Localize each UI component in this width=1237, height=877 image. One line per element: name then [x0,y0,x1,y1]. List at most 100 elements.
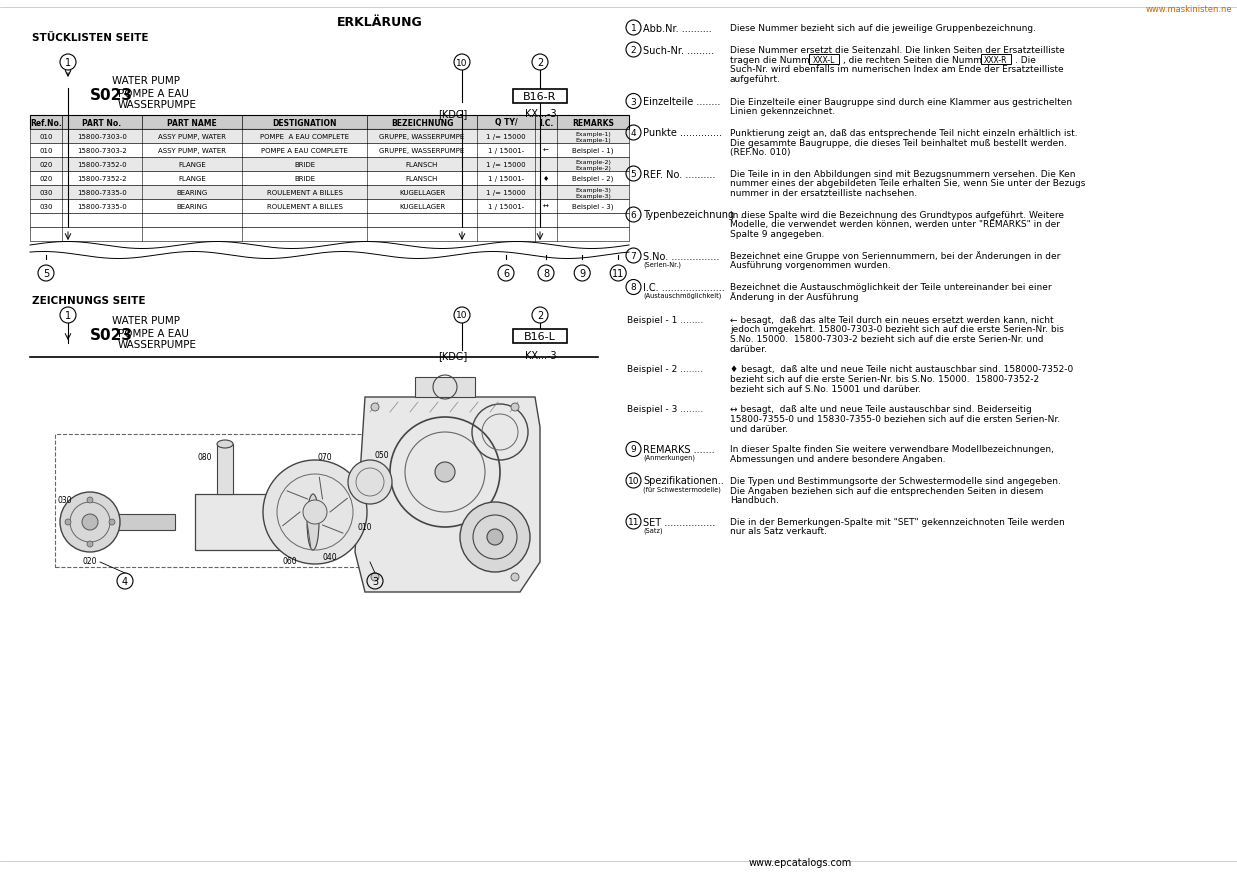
FancyBboxPatch shape [513,90,567,103]
Circle shape [348,460,392,504]
Text: 070: 070 [318,453,333,462]
Text: 2: 2 [631,46,636,55]
Text: 020: 020 [83,556,98,565]
Text: , die rechten Seiten die Nummern: , die rechten Seiten die Nummern [842,55,997,64]
Text: Beispiel - 2 ........: Beispiel - 2 ........ [627,365,703,374]
Text: Diese Nummer bezieht sich auf die jeweilige Gruppenbezeichnung.: Diese Nummer bezieht sich auf die jeweil… [730,24,1037,33]
Text: Punktierung zeigt an, daß das entsprechende Teil nicht einzeln erhältlich ist.: Punktierung zeigt an, daß das entspreche… [730,129,1077,138]
Text: BEARING: BEARING [177,203,208,210]
Text: Ausführung vorgenommen wurden.: Ausführung vorgenommen wurden. [730,261,891,270]
Circle shape [263,460,367,565]
Bar [30,186,628,200]
Bar [30,158,628,172]
Text: 1: 1 [64,310,71,321]
Text: Beispiel - 3): Beispiel - 3) [573,203,614,210]
Bar [30,200,628,214]
Circle shape [487,530,503,545]
Text: BRIDE: BRIDE [294,162,315,168]
Text: WASSERPUMPE: WASSERPUMPE [118,100,197,110]
Text: 15800-7335-0: 15800-7335-0 [77,189,127,196]
Text: 7: 7 [631,252,636,260]
Text: 15800-7303-2: 15800-7303-2 [77,148,127,153]
Text: ASSY PUMP, WATER: ASSY PUMP, WATER [158,148,226,153]
Text: Such-Nr. wird ebenfalls im numerischen Index am Ende der Ersatzteilliste: Such-Nr. wird ebenfalls im numerischen I… [730,65,1064,74]
Text: DESTIGNATION: DESTIGNATION [272,118,336,127]
Text: ROULEMENT A BILLES: ROULEMENT A BILLES [266,189,343,196]
Ellipse shape [216,440,233,448]
Text: In dieser Spalte finden Sie weitere verwendbare Modellbezeichnungen,: In dieser Spalte finden Sie weitere verw… [730,445,1054,454]
Circle shape [66,519,71,525]
Text: FLANSCH: FLANSCH [406,162,438,168]
Text: nummer in der ersatzteilliste nachsehen.: nummer in der ersatzteilliste nachsehen. [730,189,917,198]
Text: und darüber.: und darüber. [730,424,788,433]
Text: (Serien-Nr.): (Serien-Nr.) [643,261,682,267]
Text: REMARKS: REMARKS [571,118,614,127]
Text: Diese Nummer ersetzt die Seitenzahl. Die linken Seiten der Ersatzteilliste: Diese Nummer ersetzt die Seitenzahl. Die… [730,46,1065,55]
Text: [KDG]: [KDG] [438,351,468,360]
Text: S.No. 15000.  15800-7303-2 bezieht sich auf die erste Serien-Nr. und: S.No. 15000. 15800-7303-2 bezieht sich a… [730,335,1044,344]
Text: nur als Satz verkauft.: nur als Satz verkauft. [730,527,828,536]
Text: (Anmerkungen): (Anmerkungen) [643,454,695,460]
Text: 1 / 15001-: 1 / 15001- [487,148,524,153]
Text: S023: S023 [90,88,134,103]
Text: 020: 020 [40,175,53,182]
Text: Die Typen und Bestimmungsorte der Schwestermodelle sind angegeben.: Die Typen und Bestimmungsorte der Schwes… [730,476,1061,486]
Text: Punkte ..............: Punkte .............. [643,128,722,139]
Text: Änderung in der Ausführung: Änderung in der Ausführung [730,292,858,302]
Text: 11: 11 [612,268,625,279]
Text: 10: 10 [456,311,468,320]
Text: Example-3): Example-3) [575,188,611,192]
Text: Spezifikationen..: Spezifikationen.. [643,476,724,486]
Circle shape [511,574,520,581]
Text: WATER PUMP: WATER PUMP [113,76,181,86]
Text: Modelle, die verwendet werden können, werden unter "REMARKS" in der: Modelle, die verwendet werden können, we… [730,220,1060,229]
Text: BEARING: BEARING [177,189,208,196]
Text: 010: 010 [40,134,53,139]
Text: B16-R: B16-R [523,92,557,102]
Text: darüber.: darüber. [730,344,768,353]
Text: 4: 4 [122,576,129,587]
Circle shape [371,403,379,411]
Text: ♦ besagt,  daß alte und neue Teile nicht austauschbar sind. 158000-7352-0: ♦ besagt, daß alte und neue Teile nicht … [730,365,1074,374]
Text: Handbuch.: Handbuch. [730,496,779,504]
Bar [30,228,628,242]
Text: ←: ← [543,148,549,153]
Text: Example-2): Example-2) [575,166,611,170]
Text: www.epcatalogs.com: www.epcatalogs.com [748,857,851,867]
Text: POMPE A EAU: POMPE A EAU [118,89,189,99]
Text: ↔ besagt,  daß alte und neue Teile austauschbar sind. Beiderseitig: ↔ besagt, daß alte und neue Teile austau… [730,405,1032,414]
Bar [414,378,475,397]
Text: Beispiel - 1 ........: Beispiel - 1 ........ [627,316,704,324]
Bar [95,515,174,531]
Text: REMARKS .......: REMARKS ....... [643,445,715,454]
Text: Ref.No.: Ref.No. [30,118,62,127]
Text: 15800-7352-2: 15800-7352-2 [77,175,126,182]
Text: 8: 8 [543,268,549,279]
Text: XXX-R: XXX-R [985,55,1008,64]
Text: PART No.: PART No. [83,118,121,127]
Text: Die Teile in in den Abbildungen sind mit Bezugsnummern versehen. Die Ken: Die Teile in in den Abbildungen sind mit… [730,170,1075,179]
FancyBboxPatch shape [981,55,1011,65]
Text: 050: 050 [375,450,390,459]
Text: 15800-7335-0: 15800-7335-0 [77,203,127,210]
FancyBboxPatch shape [513,330,567,344]
Text: POMPE A EAU COMPLETE: POMPE A EAU COMPLETE [261,148,348,153]
Text: GRUPPE, WASSERPUMPE: GRUPPE, WASSERPUMPE [380,148,465,153]
Text: POMPE A EAU: POMPE A EAU [118,329,189,339]
Text: www.maskinisten.ne: www.maskinisten.ne [1145,5,1232,14]
Text: 2: 2 [537,58,543,68]
Text: Die gesammte Baugruppe, die dieses Teil beinhaltet muß bestellt werden.: Die gesammte Baugruppe, die dieses Teil … [730,139,1066,147]
Text: 030: 030 [40,189,53,196]
Text: Q TY/: Q TY/ [495,118,517,127]
Text: FLANGE: FLANGE [178,175,205,182]
Text: WATER PUMP: WATER PUMP [113,316,181,325]
Circle shape [87,541,93,547]
Text: 1 /= 15000: 1 /= 15000 [486,134,526,139]
Text: FLANSCH: FLANSCH [406,175,438,182]
Text: 1 /= 15000: 1 /= 15000 [486,162,526,168]
Circle shape [61,493,120,553]
Text: nummer eines der abgebildeten Teile erhalten Sie, wenn Sie unter der Bezugs: nummer eines der abgebildeten Teile erha… [730,179,1085,189]
Text: ← besagt,  daß das alte Teil durch ein neues ersetzt werden kann, nicht: ← besagt, daß das alte Teil durch ein ne… [730,316,1054,324]
Text: (REF.No. 010): (REF.No. 010) [730,148,790,157]
Text: Typenbezeichnung  ..: Typenbezeichnung .. [643,210,746,220]
